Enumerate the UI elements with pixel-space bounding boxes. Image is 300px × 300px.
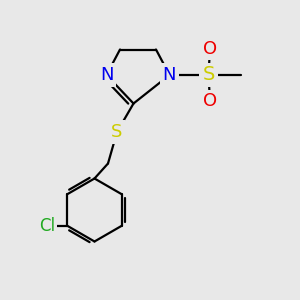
Text: S: S <box>111 123 123 141</box>
Text: N: N <box>100 66 113 84</box>
Text: S: S <box>202 65 215 85</box>
Text: N: N <box>163 66 176 84</box>
Text: Cl: Cl <box>39 217 55 235</box>
Text: O: O <box>203 92 217 110</box>
Text: O: O <box>203 40 217 58</box>
